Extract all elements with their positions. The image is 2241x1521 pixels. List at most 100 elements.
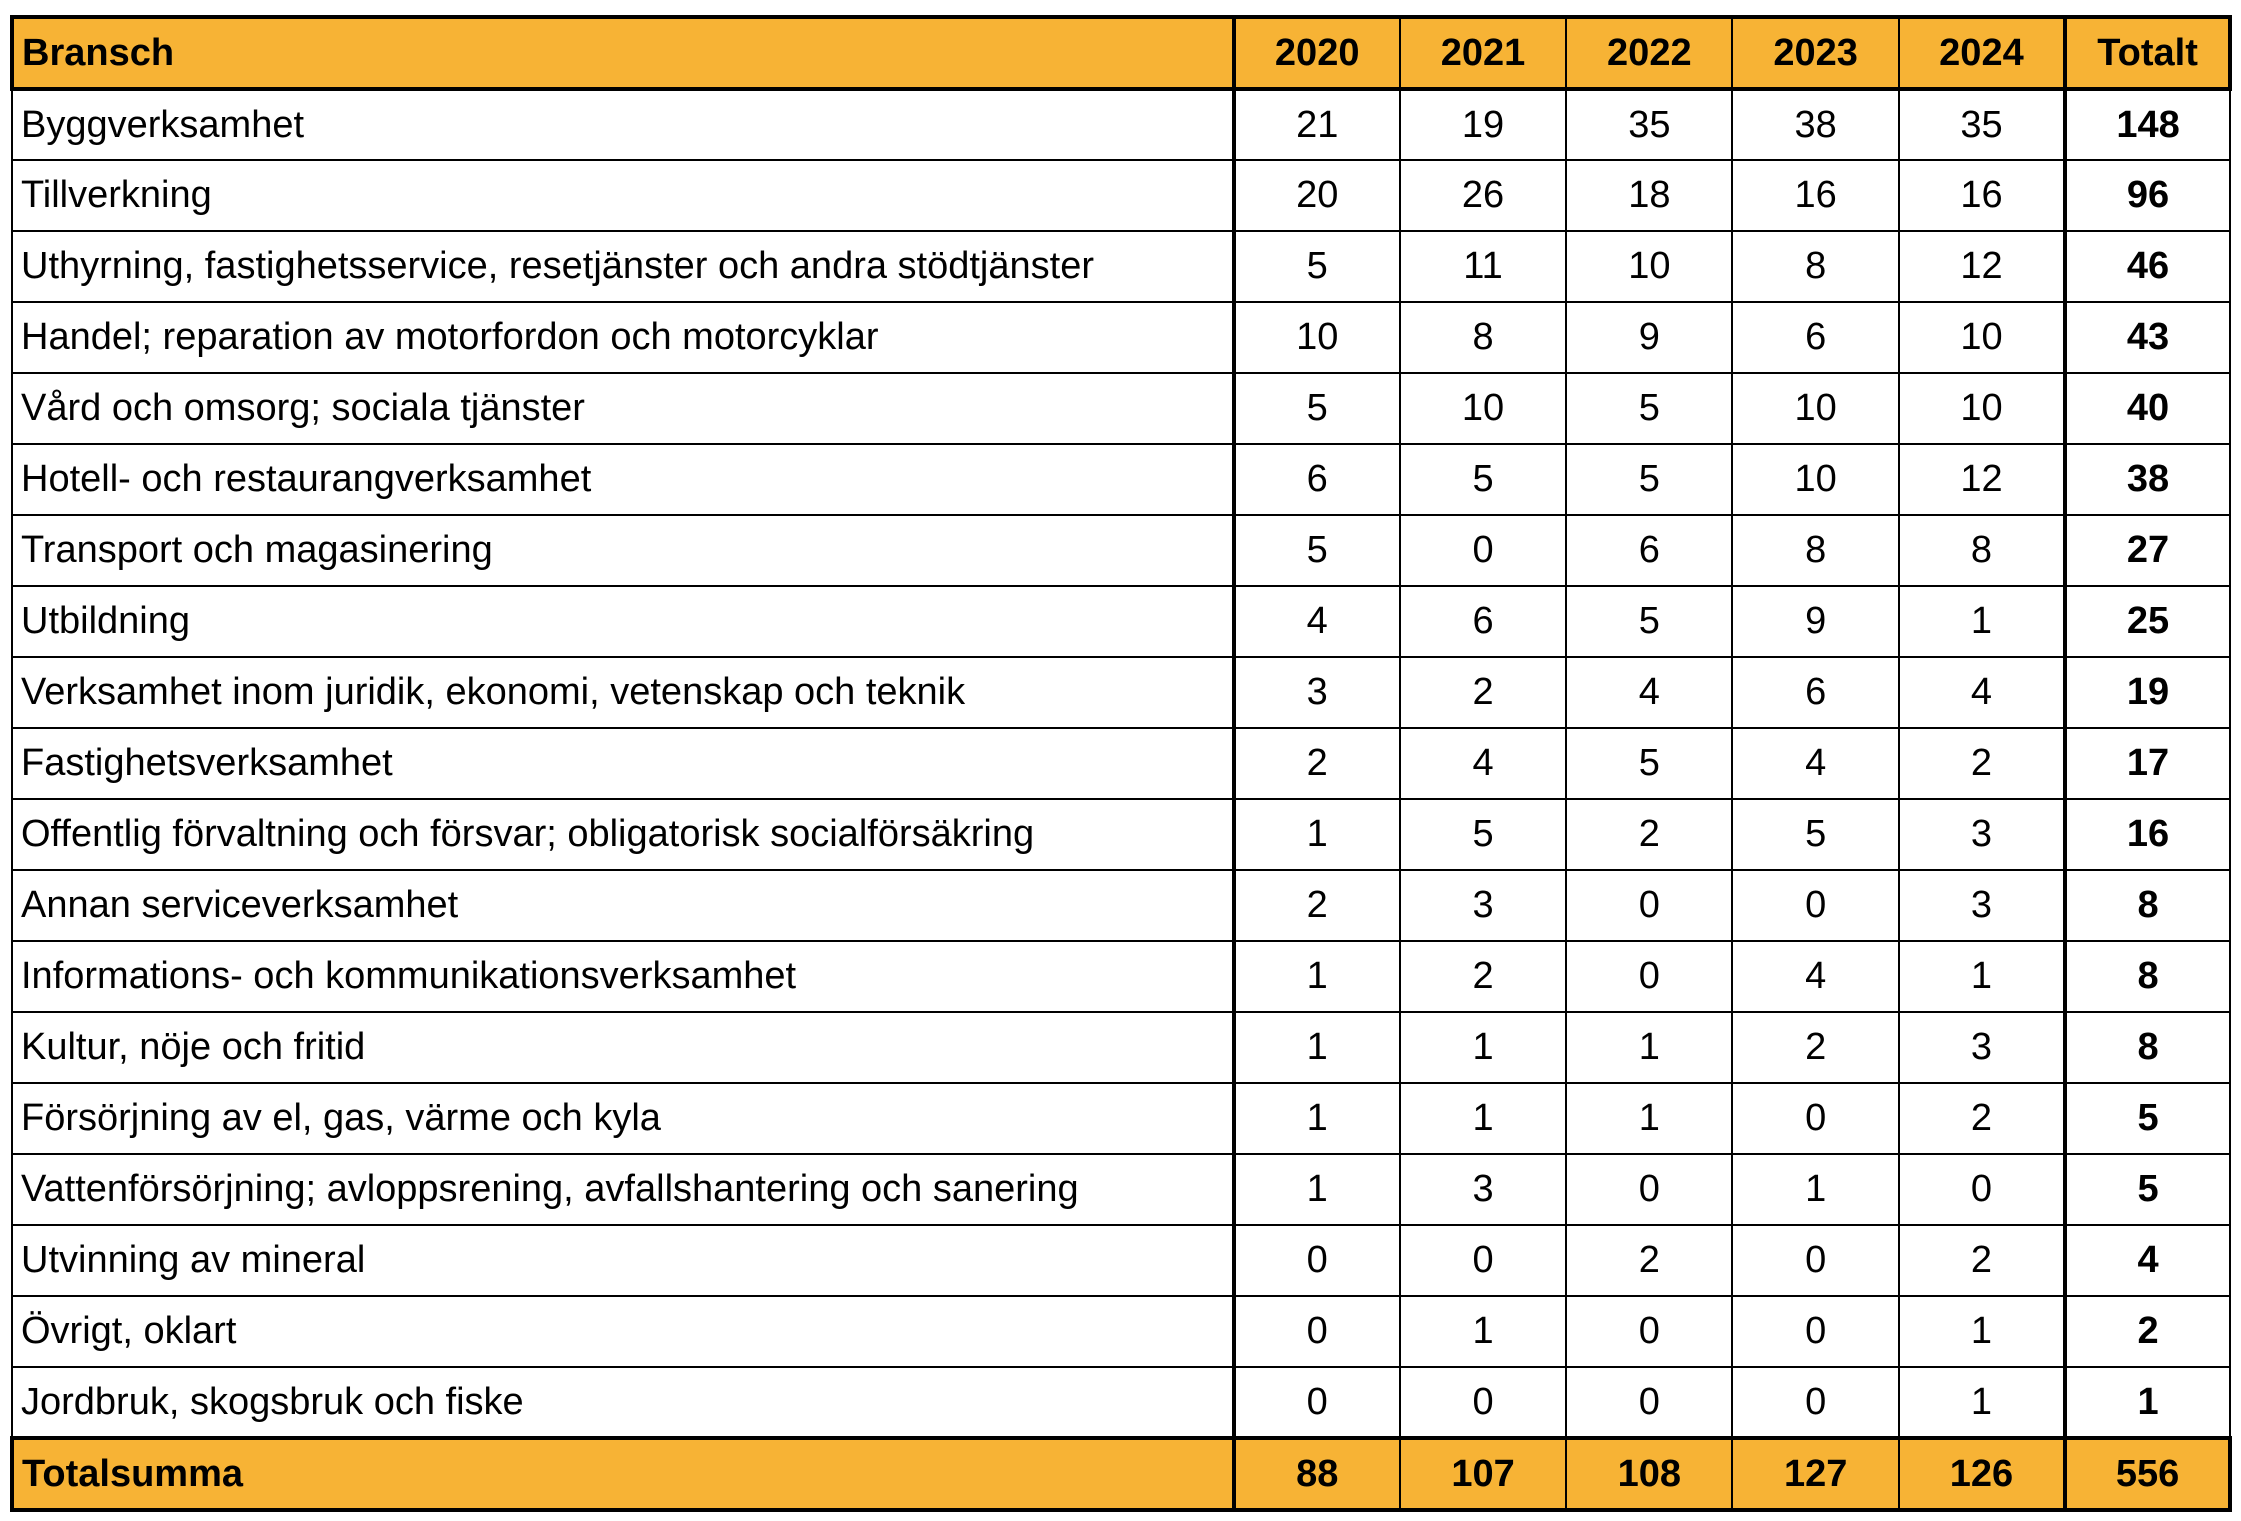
- cell-2022: 0: [1565, 869, 1734, 942]
- cell-2024: 10: [1897, 301, 2067, 374]
- cell-2024: 1: [1897, 940, 2067, 1013]
- cell-2021: 0: [1398, 1366, 1568, 1439]
- cell-2022: 6: [1565, 514, 1734, 587]
- cell-totalt: 8: [2063, 869, 2231, 942]
- cell-2020: 0: [1232, 1224, 1401, 1297]
- table-row: Utbildning 4 6 5 9 1 25: [11, 585, 2231, 658]
- cell-totalt: 5: [2063, 1153, 2231, 1226]
- footer-label: Totalsumma: [11, 1437, 1236, 1511]
- cell-2021: 1: [1398, 1082, 1568, 1155]
- table-row: Vattenförsörjning; avloppsrening, avfall…: [11, 1153, 2231, 1226]
- cell-2020: 0: [1232, 1295, 1401, 1368]
- table-row: Verksamhet inom juridik, ekonomi, vetens…: [11, 656, 2231, 729]
- cell-2020: 1: [1232, 1011, 1401, 1084]
- header-bransch: Bransch: [11, 16, 1236, 90]
- cell-2024: 2: [1897, 1082, 2067, 1155]
- cell-totalt: 25: [2063, 585, 2231, 658]
- footer-2021: 107: [1398, 1437, 1568, 1511]
- cell-2021: 26: [1398, 159, 1568, 232]
- cell-2022: 18: [1565, 159, 1734, 232]
- cell-2020: 1: [1232, 798, 1401, 871]
- cell-bransch: Tillverkning: [11, 159, 1236, 232]
- cell-2023: 6: [1731, 301, 1900, 374]
- cell-2023: 10: [1731, 443, 1900, 516]
- cell-2024: 12: [1897, 230, 2067, 303]
- footer-row: Totalsumma 88 107 108 127 126 556: [11, 1437, 2231, 1511]
- cell-2021: 19: [1398, 88, 1568, 161]
- cell-totalt: 19: [2063, 656, 2231, 729]
- cell-totalt: 8: [2063, 1011, 2231, 1084]
- industry-table: Bransch 2020 2021 2022 2023 2024 Totalt …: [10, 15, 2232, 1512]
- cell-2022: 4: [1565, 656, 1734, 729]
- cell-totalt: 27: [2063, 514, 2231, 587]
- cell-totalt: 2: [2063, 1295, 2231, 1368]
- table-row: Transport och magasinering 5 0 6 8 8 27: [11, 514, 2231, 587]
- footer-2024: 126: [1897, 1437, 2067, 1511]
- cell-2024: 2: [1897, 727, 2067, 800]
- cell-2024: 12: [1897, 443, 2067, 516]
- table-row: Vård och omsorg; sociala tjänster 5 10 5 10 1…: [11, 372, 2231, 445]
- header-2020: 2020: [1232, 16, 1401, 90]
- footer-2020: 88: [1232, 1437, 1401, 1511]
- cell-2022: 0: [1565, 940, 1734, 1013]
- cell-2021: 3: [1398, 1153, 1568, 1226]
- cell-2023: 8: [1731, 514, 1900, 587]
- cell-bransch: Jordbruk, skogsbruk och fiske: [11, 1366, 1236, 1439]
- cell-2020: 5: [1232, 372, 1401, 445]
- table-header: Bransch 2020 2021 2022 2023 2024 Totalt: [11, 16, 2231, 90]
- cell-2021: 5: [1398, 798, 1568, 871]
- table-row: Byggverksamhet 21 19 35 38 35 148: [11, 88, 2231, 161]
- cell-2023: 1: [1731, 1153, 1900, 1226]
- table-row: Annan serviceverksamhet 2 3 0 0 3 8: [11, 869, 2231, 942]
- header-2023: 2023: [1731, 16, 1900, 90]
- table-row: Offentlig förvaltning och försvar; oblig…: [11, 798, 2231, 871]
- cell-totalt: 148: [2063, 88, 2231, 161]
- cell-2020: 20: [1232, 159, 1401, 232]
- cell-2021: 0: [1398, 514, 1568, 587]
- cell-2020: 0: [1232, 1366, 1401, 1439]
- cell-2022: 0: [1565, 1295, 1734, 1368]
- cell-2024: 3: [1897, 869, 2067, 942]
- table-footer: Totalsumma 88 107 108 127 126 556: [11, 1437, 2231, 1511]
- cell-bransch: Annan serviceverksamhet: [11, 869, 1236, 942]
- table-row: Handel; reparation av motorfordon och mo…: [11, 301, 2231, 374]
- cell-2022: 1: [1565, 1011, 1734, 1084]
- cell-2023: 4: [1731, 727, 1900, 800]
- cell-2024: 1: [1897, 1295, 2067, 1368]
- cell-2020: 6: [1232, 443, 1401, 516]
- cell-2021: 2: [1398, 940, 1568, 1013]
- cell-2021: 1: [1398, 1295, 1568, 1368]
- cell-2022: 0: [1565, 1366, 1734, 1439]
- cell-2020: 5: [1232, 230, 1401, 303]
- cell-2023: 0: [1731, 1224, 1900, 1297]
- cell-2020: 1: [1232, 940, 1401, 1013]
- cell-totalt: 16: [2063, 798, 2231, 871]
- cell-bransch: Hotell- och restaurangverksamhet: [11, 443, 1236, 516]
- cell-bransch: Utbildning: [11, 585, 1236, 658]
- cell-2023: 5: [1731, 798, 1900, 871]
- cell-2023: 0: [1731, 1082, 1900, 1155]
- cell-totalt: 40: [2063, 372, 2231, 445]
- cell-totalt: 38: [2063, 443, 2231, 516]
- cell-2022: 5: [1565, 585, 1734, 658]
- cell-2020: 21: [1232, 88, 1401, 161]
- cell-totalt: 8: [2063, 940, 2231, 1013]
- cell-2024: 35: [1897, 88, 2067, 161]
- cell-totalt: 43: [2063, 301, 2231, 374]
- header-2022: 2022: [1565, 16, 1734, 90]
- cell-2024: 4: [1897, 656, 2067, 729]
- cell-2021: 2: [1398, 656, 1568, 729]
- cell-2022: 10: [1565, 230, 1734, 303]
- cell-2024: 16: [1897, 159, 2067, 232]
- cell-2020: 3: [1232, 656, 1401, 729]
- table-row: Övrigt, oklart 0 1 0 0 1 2: [11, 1295, 2231, 1368]
- cell-2021: 11: [1398, 230, 1568, 303]
- header-2024: 2024: [1897, 16, 2067, 90]
- cell-totalt: 5: [2063, 1082, 2231, 1155]
- cell-bransch: Verksamhet inom juridik, ekonomi, vetens…: [11, 656, 1236, 729]
- cell-2020: 2: [1232, 727, 1401, 800]
- cell-totalt: 46: [2063, 230, 2231, 303]
- cell-bransch: Byggverksamhet: [11, 88, 1236, 161]
- cell-2022: 5: [1565, 727, 1734, 800]
- footer-2022: 108: [1565, 1437, 1734, 1511]
